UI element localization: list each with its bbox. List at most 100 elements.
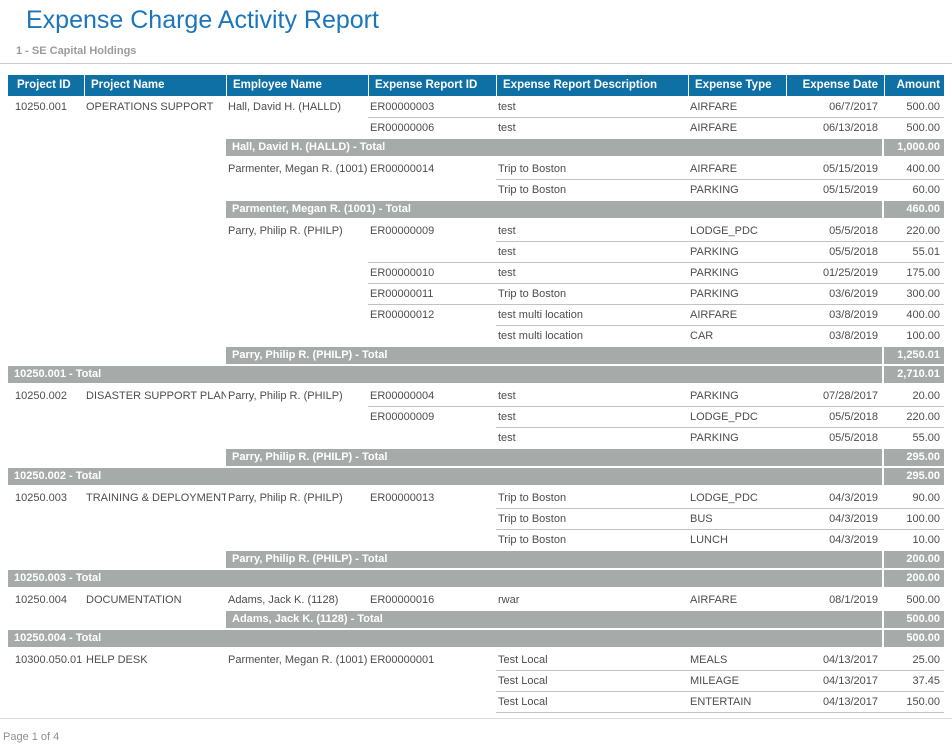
cell-amount: 60.00 bbox=[912, 183, 940, 196]
cell-expense-type: AIRFARE bbox=[690, 593, 738, 606]
total-label: 10250.001 - Total bbox=[8, 366, 882, 383]
cell-expense-report-description: Trip to Boston bbox=[498, 512, 567, 525]
cell-expense-report-id: ER00000016 bbox=[370, 593, 435, 606]
cell-expense-type: PARKING bbox=[690, 431, 739, 444]
employee-total-row: Parmenter, Megan R. (1001) - Total 460.00 bbox=[226, 201, 944, 218]
cell-expense-type: PARKING bbox=[690, 389, 739, 402]
cell-expense-report-id: ER00000001 bbox=[370, 653, 435, 666]
total-amount: 1,250.01 bbox=[884, 347, 944, 364]
report-scope-subtitle: 1 - SE Capital Holdings bbox=[16, 45, 137, 57]
total-label: 10250.004 - Total bbox=[8, 630, 882, 647]
cell-expense-report-description: Trip to Boston bbox=[498, 162, 567, 175]
table-row: test PARKING 05/5/2018 55.00 bbox=[8, 427, 944, 448]
column-header-project-id: Project ID bbox=[17, 79, 71, 91]
cell-expense-date: 04/3/2019 bbox=[829, 512, 878, 525]
total-label: Parry, Philip R. (PHILP) - Total bbox=[226, 347, 882, 364]
cell-amount: 220.00 bbox=[906, 410, 940, 423]
cell-expense-type: AIRFARE bbox=[690, 308, 738, 321]
project-total-row: 10250.002 - Total 295.00 bbox=[8, 468, 944, 485]
total-bar-column-gap bbox=[882, 347, 884, 364]
cell-expense-report-description: Test Local bbox=[498, 653, 548, 666]
expense-table: Project ID Project Name Employee Name Ex… bbox=[8, 75, 944, 713]
cell-expense-report-description: Trip to Boston bbox=[498, 491, 567, 504]
cell-expense-report-description: test bbox=[498, 245, 516, 258]
table-header-row: Project ID Project Name Employee Name Ex… bbox=[8, 75, 944, 96]
cell-expense-type: CAR bbox=[690, 329, 714, 342]
table-row: Test Local ENTERTAIN 04/13/2017 150.00 bbox=[8, 691, 944, 712]
page-number-label: Page 1 of 4 bbox=[3, 731, 60, 743]
table-row: Parry, Philip R. (PHILP) ER00000009 test LO… bbox=[8, 220, 944, 241]
cell-expense-type: AIRFARE bbox=[690, 162, 738, 175]
cell-expense-date: 07/28/2017 bbox=[822, 389, 878, 402]
cell-amount: 150.00 bbox=[906, 695, 940, 708]
employee-total-row: Parry, Philip R. (PHILP) - Total 295.00 bbox=[226, 449, 944, 466]
cell-amount: 400.00 bbox=[906, 308, 940, 321]
cell-expense-report-description: test bbox=[498, 100, 516, 113]
total-label: 10250.002 - Total bbox=[8, 468, 882, 485]
cell-project-name: DOCUMENTATION bbox=[86, 593, 182, 606]
employee-total-row: Hall, David H. (HALLD) - Total 1,000.00 bbox=[226, 139, 944, 156]
cell-expense-report-description: rwar bbox=[498, 593, 520, 606]
cell-expense-report-description: Trip to Boston bbox=[498, 287, 567, 300]
cell-expense-date: 04/13/2017 bbox=[822, 674, 878, 687]
cell-employee-name: Parmenter, Megan R. (1001) bbox=[228, 162, 368, 175]
table-row: Trip to Boston PARKING 05/15/2019 60.00 bbox=[8, 179, 944, 200]
row-divider bbox=[368, 117, 944, 118]
total-label: Parmenter, Megan R. (1001) - Total bbox=[226, 201, 882, 218]
cell-expense-type: AIRFARE bbox=[690, 100, 738, 113]
row-divider bbox=[368, 304, 944, 305]
cell-expense-type: PARKING bbox=[690, 287, 739, 300]
column-header-expense-date: Expense Date bbox=[786, 75, 884, 96]
column-header-employee-name: Employee Name bbox=[226, 75, 368, 96]
total-bar-column-gap bbox=[882, 570, 884, 587]
cell-amount: 175.00 bbox=[906, 266, 940, 279]
cell-expense-report-id: ER00000009 bbox=[370, 410, 435, 423]
cell-amount: 10.00 bbox=[912, 533, 940, 546]
total-amount: 500.00 bbox=[884, 630, 944, 647]
row-divider bbox=[496, 691, 944, 692]
cell-expense-date: 08/1/2019 bbox=[829, 593, 878, 606]
cell-expense-report-description: test bbox=[498, 410, 516, 423]
table-row: 10250.004 DOCUMENTATION Adams, Jack K. (11… bbox=[8, 589, 944, 610]
cell-amount: 400.00 bbox=[906, 162, 940, 175]
cell-amount: 37.45 bbox=[912, 674, 940, 687]
cell-expense-report-id: ER00000006 bbox=[370, 121, 435, 134]
cell-expense-type: MEALS bbox=[690, 653, 728, 666]
cell-expense-report-description: Trip to Boston bbox=[498, 183, 567, 196]
total-amount: 200.00 bbox=[884, 570, 944, 587]
total-label: Hall, David H. (HALLD) - Total bbox=[226, 139, 882, 156]
total-label: 10250.003 - Total bbox=[8, 570, 882, 587]
cell-expense-type: MILEAGE bbox=[690, 674, 739, 687]
table-row: ER00000009 test LODGE_PDC 05/5/2018 220.00 bbox=[8, 406, 944, 427]
cell-expense-report-id: ER00000011 bbox=[370, 287, 434, 300]
cell-expense-date: 03/8/2019 bbox=[829, 329, 878, 342]
cell-employee-name: Parry, Philip R. (PHILP) bbox=[228, 389, 343, 402]
cell-amount: 500.00 bbox=[906, 100, 940, 113]
cell-expense-date: 04/13/2017 bbox=[822, 695, 878, 708]
cell-amount: 25.00 bbox=[912, 653, 940, 666]
column-header-amount: Amount bbox=[884, 75, 944, 96]
cell-expense-type: LODGE_PDC bbox=[690, 224, 758, 237]
cell-expense-date: 03/6/2019 bbox=[829, 287, 878, 300]
total-amount: 1,000.00 bbox=[884, 139, 944, 156]
employee-total-row: Parry, Philip R. (PHILP) - Total 200.00 bbox=[226, 551, 944, 568]
table-row: Trip to Boston BUS 04/3/2019 100.00 bbox=[8, 508, 944, 529]
cell-expense-report-description: Trip to Boston bbox=[498, 533, 567, 546]
table-row: Test Local MILEAGE 04/13/2017 37.45 bbox=[8, 670, 944, 691]
cell-expense-date: 05/15/2019 bbox=[822, 183, 878, 196]
row-divider bbox=[496, 325, 944, 326]
cell-project-id: 10250.002 bbox=[15, 389, 67, 402]
cell-employee-name: Hall, David H. (HALLD) bbox=[228, 100, 342, 113]
total-bar-column-gap bbox=[882, 201, 884, 218]
total-label: Parry, Philip R. (PHILP) - Total bbox=[226, 551, 882, 568]
cell-expense-report-description: test bbox=[498, 121, 516, 134]
table-end-divider bbox=[496, 712, 944, 713]
cell-expense-date: 04/3/2019 bbox=[829, 491, 878, 504]
cell-expense-type: BUS bbox=[690, 512, 713, 525]
cell-employee-name: Parmenter, Megan R. (1001) bbox=[228, 653, 368, 666]
project-total-row: 10250.001 - Total 2,710.01 bbox=[8, 366, 944, 383]
cell-project-name: TRAINING & DEPLOYMENT bbox=[86, 491, 226, 504]
row-divider bbox=[496, 179, 944, 180]
cell-expense-date: 04/13/2017 bbox=[822, 653, 878, 666]
cell-expense-type: PARKING bbox=[690, 266, 739, 279]
